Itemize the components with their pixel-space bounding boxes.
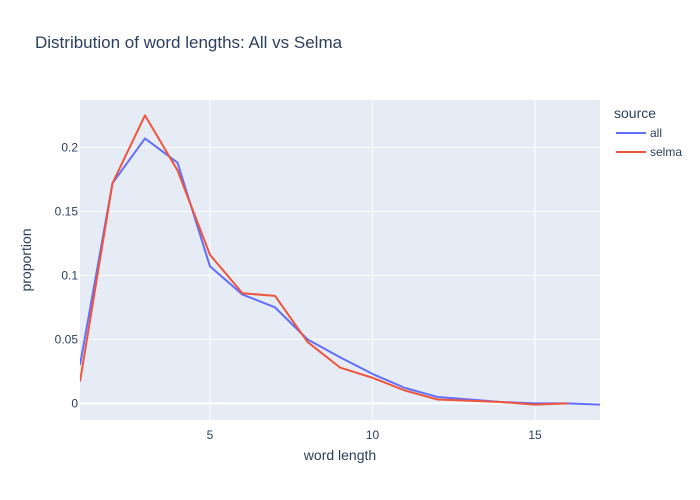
x-tick-label: 5 [207,428,214,442]
x-tick-label: 15 [528,428,542,442]
y-tick-label: 0.05 [55,332,79,346]
y-tick-label: 0.15 [55,204,79,218]
legend-item-all[interactable]: all [650,126,662,140]
x-axis-title: word length [303,447,376,463]
legend-title: source [614,105,656,121]
x-tick-label: 10 [366,428,380,442]
series-line-selma [80,114,568,406]
y-tick-label: 0.1 [61,268,78,282]
y-axis-title: proportion [18,228,34,291]
y-tick-label: 0 [71,396,78,410]
y-tick-label: 0.2 [61,140,78,154]
legend-item-selma[interactable]: selma [650,145,682,159]
chart-title: Distribution of word lengths: All vs Sel… [35,33,343,52]
